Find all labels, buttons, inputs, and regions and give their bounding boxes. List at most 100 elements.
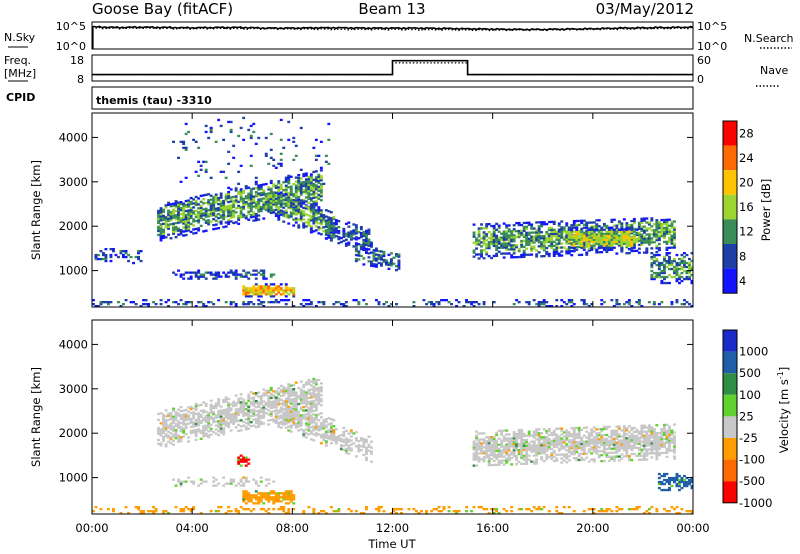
- velocity-cell: [612, 437, 616, 440]
- power-cell: [189, 212, 193, 216]
- power-cell: [668, 246, 671, 249]
- power-cell: [227, 206, 231, 210]
- velocity-cell: [592, 446, 596, 449]
- power-cell: [259, 287, 263, 290]
- velocity-cell: [217, 398, 221, 401]
- power-cell: [242, 289, 246, 292]
- velocity-cell: [224, 416, 228, 419]
- power-cell: [668, 232, 671, 235]
- power-cell: [282, 210, 286, 213]
- velocity-cell: [269, 414, 273, 418]
- power-cell: [683, 265, 686, 269]
- velocity-cell: [182, 417, 186, 420]
- velocity-cell: [615, 437, 619, 440]
- velocity-cell: [307, 390, 311, 394]
- power-cell: [510, 246, 514, 249]
- velocity-cell: [167, 440, 170, 443]
- power-cell: [372, 251, 376, 254]
- power-cell: [182, 146, 186, 149]
- power-cell: [274, 197, 278, 200]
- power-cell: [562, 246, 566, 249]
- velocity-cell: [257, 413, 261, 416]
- velocity-cell: [485, 442, 489, 445]
- velocity-cell: [302, 383, 306, 387]
- power-cell: [292, 140, 296, 143]
- power-cell: [259, 209, 263, 213]
- velocity-cell: [592, 444, 596, 447]
- power-cell: [127, 253, 130, 257]
- power-cell: [249, 273, 253, 276]
- power-cell: [365, 239, 368, 242]
- velocity-cell: [552, 429, 556, 432]
- power-cell: [227, 120, 231, 124]
- power-cell: [282, 181, 286, 184]
- velocity-cell: [314, 422, 318, 425]
- power-cell: [577, 238, 581, 241]
- power-cell: [177, 227, 180, 230]
- power-cell: [485, 245, 489, 248]
- velocity-cell: [222, 430, 226, 434]
- power-cell: [112, 248, 115, 251]
- velocity-cell: [635, 430, 639, 434]
- velocity-cell: [249, 403, 253, 406]
- velocity-cell: [632, 446, 636, 450]
- power-cell: [412, 305, 416, 308]
- power-cell: [217, 213, 221, 216]
- velocity-cell: [527, 432, 531, 435]
- velocity-cell: [319, 422, 323, 425]
- power-cell: [279, 187, 283, 190]
- power-cell: [247, 277, 251, 280]
- velocity-cell: [284, 410, 288, 413]
- velocity-cell: [272, 500, 276, 503]
- power-cell: [655, 273, 659, 277]
- velocity-cell: [252, 392, 256, 395]
- power-cell: [222, 209, 226, 213]
- velocity-cell: [164, 419, 168, 422]
- velocity-cell: [500, 455, 504, 458]
- power-cell: [650, 255, 654, 259]
- power-cell: [670, 267, 674, 271]
- freq-left-unit: [MHz]: [4, 67, 36, 80]
- power-cell: [615, 299, 619, 302]
- power-cell: [137, 255, 140, 259]
- velocity-cell: [572, 427, 576, 430]
- velocity-cell: [575, 444, 579, 448]
- velocity-cell: [234, 402, 238, 405]
- power-cell: [182, 210, 186, 213]
- velocity-cell: [622, 425, 626, 428]
- power-cell: [262, 301, 266, 304]
- velocity-cell: [197, 412, 201, 415]
- power-cell: [239, 208, 243, 211]
- velocity-cell: [349, 449, 353, 452]
- power-cell: [307, 218, 311, 221]
- power-cell: [234, 197, 238, 200]
- power-cell: [184, 122, 188, 126]
- power-cell: [690, 252, 694, 255]
- power-cell: [620, 238, 624, 241]
- velocity-cell: [244, 404, 248, 407]
- power-cell: [422, 299, 426, 302]
- power-cell: [517, 221, 521, 225]
- velocity-cell: [167, 414, 170, 417]
- velocity-cell: [267, 482, 271, 485]
- velocity-cell: [247, 427, 251, 430]
- velocity-cell: [507, 445, 511, 448]
- velocity-cell: [487, 446, 491, 449]
- velocity-cell: [595, 436, 599, 439]
- power-cell: [202, 198, 206, 201]
- power-cell: [380, 262, 383, 265]
- velocity-cell: [292, 494, 296, 497]
- power-cell: [647, 243, 651, 246]
- power-cell: [610, 236, 614, 239]
- power-cell: [227, 204, 231, 208]
- power-cell: [277, 289, 281, 292]
- power-cell: [307, 183, 311, 187]
- power-cell: [197, 203, 201, 206]
- power-cell: [322, 230, 326, 233]
- power-cell: [387, 267, 391, 270]
- velocity-cell: [492, 437, 496, 441]
- velocity-cell: [490, 451, 494, 455]
- power-cell: [380, 250, 383, 253]
- power-cell: [339, 303, 343, 306]
- power-cell: [177, 217, 180, 220]
